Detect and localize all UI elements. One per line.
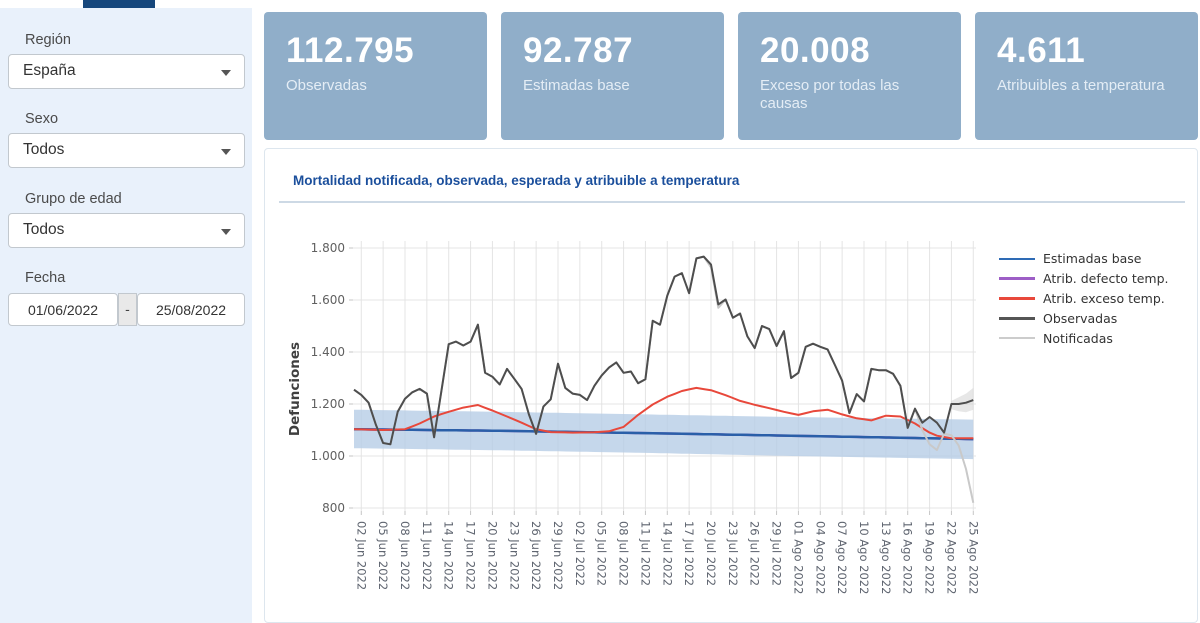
legend-line-swatch xyxy=(999,336,1035,340)
region-select-value: España xyxy=(23,62,76,79)
legend-label: Estimadas base xyxy=(1043,251,1142,267)
legend-line-swatch xyxy=(999,277,1035,280)
line-Estimadas base xyxy=(353,427,974,441)
svg-text:11 Jun 2022: 11 Jun 2022 xyxy=(420,521,434,590)
svg-text:22 Ago 2022: 22 Ago 2022 xyxy=(944,521,958,594)
legend-item-observadas[interactable]: Observadas xyxy=(999,308,1169,328)
svg-text:23 Jul 2022: 23 Jul 2022 xyxy=(726,521,740,586)
svg-text:02 Jul 2022: 02 Jul 2022 xyxy=(573,521,587,586)
chart-card: Mortalidad notificada, observada, espera… xyxy=(264,148,1198,623)
legend-line-swatch xyxy=(999,297,1035,300)
chevron-down-icon xyxy=(221,70,231,76)
stat-label: Atribuibles a temperatura xyxy=(997,76,1165,94)
mortality-chart[interactable]: 800 1.000 1.200 1.400 1.600 1.800 02 Jun 2022 0… xyxy=(265,149,1199,623)
legend-line-swatch xyxy=(999,257,1035,261)
legend-item-estimadas-base[interactable]: Estimadas base xyxy=(999,249,1169,269)
region-filter-label: Región xyxy=(25,32,71,48)
svg-text:19 Ago 2022: 19 Ago 2022 xyxy=(923,521,937,594)
legend-line-swatch xyxy=(999,317,1035,320)
chart-legend: Estimadas base Atrib. defecto temp. Atrib.… xyxy=(999,249,1169,348)
svg-text:05 Jul 2022: 05 Jul 2022 xyxy=(595,521,609,586)
stat-value: 112.795 xyxy=(286,31,415,70)
edad-select[interactable]: Todos xyxy=(8,213,245,248)
svg-text:14 Jul 2022: 14 Jul 2022 xyxy=(660,521,674,586)
sexo-select[interactable]: Todos xyxy=(8,133,245,168)
y-axis-title: Defunciones xyxy=(287,342,303,436)
svg-text:26 Jul 2022: 26 Jul 2022 xyxy=(748,521,762,586)
region-select[interactable]: España xyxy=(8,54,245,89)
date-to-input[interactable] xyxy=(137,293,245,326)
chevron-down-icon xyxy=(221,149,231,155)
stat-value: 92.787 xyxy=(523,31,634,70)
legend-label: Atrib. defecto temp. xyxy=(1043,271,1169,287)
svg-text:17 Jun 2022: 17 Jun 2022 xyxy=(464,521,478,590)
sidebar: Región España Sexo Todos Grupo de edad T… xyxy=(0,8,252,623)
stat-card-temperatura: 4.611 Atribuibles a temperatura xyxy=(975,12,1198,140)
svg-text:17 Jul 2022: 17 Jul 2022 xyxy=(682,521,696,586)
line-Notificadas xyxy=(353,255,975,504)
legend-item-atrib-defecto-temp-[interactable]: Atrib. defecto temp. xyxy=(999,269,1169,289)
svg-text:800: 800 xyxy=(322,501,345,515)
legend-label: Notificadas xyxy=(1043,330,1113,346)
chart-title-divider xyxy=(279,201,1185,203)
observadas-confidence-fan xyxy=(944,387,974,434)
stat-card-observadas: 112.795 Observadas xyxy=(264,12,487,140)
stat-card-estimadas: 92.787 Estimadas base xyxy=(501,12,724,140)
stat-card-exceso: 20.008 Exceso por todas las causas xyxy=(738,12,961,140)
svg-text:13 Ago 2022: 13 Ago 2022 xyxy=(879,521,893,594)
date-from-input[interactable] xyxy=(8,293,118,326)
svg-text:1.600: 1.600 xyxy=(311,293,345,307)
svg-text:25 Ago 2022: 25 Ago 2022 xyxy=(966,521,980,594)
svg-text:20 Jul 2022: 20 Jul 2022 xyxy=(704,521,718,586)
stat-label: Observadas xyxy=(286,76,367,94)
svg-text:05 Jun 2022: 05 Jun 2022 xyxy=(376,521,390,590)
svg-text:20 Jun 2022: 20 Jun 2022 xyxy=(485,521,499,590)
legend-item-atrib-exceso-temp-[interactable]: Atrib. exceso temp. xyxy=(999,289,1169,309)
line-Atrib. exceso temp. xyxy=(353,386,974,440)
stat-value: 20.008 xyxy=(760,31,871,70)
chart-title: Mortalidad notificada, observada, espera… xyxy=(293,173,740,188)
svg-text:1.200: 1.200 xyxy=(311,397,345,411)
edad-filter-label: Grupo de edad xyxy=(25,191,122,207)
chevron-down-icon xyxy=(221,229,231,235)
stat-value: 4.611 xyxy=(997,31,1086,70)
svg-text:1.000: 1.000 xyxy=(311,449,345,463)
legend-label: Atrib. exceso temp. xyxy=(1043,290,1165,306)
date-range-separator: - xyxy=(118,293,137,326)
svg-text:08 Jun 2022: 08 Jun 2022 xyxy=(398,521,412,590)
stat-label: Exceso por todas las causas xyxy=(760,76,900,113)
svg-text:11 Jul 2022: 11 Jul 2022 xyxy=(638,521,652,586)
svg-text:02 Jun 2022: 02 Jun 2022 xyxy=(354,521,368,590)
svg-text:04 Ago 2022: 04 Ago 2022 xyxy=(813,521,827,594)
legend-item-notificadas[interactable]: Notificadas xyxy=(999,328,1169,348)
sexo-filter-label: Sexo xyxy=(25,111,59,127)
svg-text:10 Ago 2022: 10 Ago 2022 xyxy=(857,521,871,594)
svg-text:07 Ago 2022: 07 Ago 2022 xyxy=(835,521,849,594)
svg-text:29 Jul 2022: 29 Jul 2022 xyxy=(770,521,784,586)
fecha-filter-label: Fecha xyxy=(25,270,66,286)
stat-label: Estimadas base xyxy=(523,76,630,94)
svg-text:23 Jun 2022: 23 Jun 2022 xyxy=(507,521,521,590)
svg-text:29 Jun 2022: 29 Jun 2022 xyxy=(551,521,565,590)
sexo-select-value: Todos xyxy=(23,141,65,158)
legend-label: Observadas xyxy=(1043,310,1118,326)
edad-select-value: Todos xyxy=(23,221,65,238)
svg-text:1.800: 1.800 xyxy=(311,241,345,255)
svg-text:26 Jun 2022: 26 Jun 2022 xyxy=(529,521,543,590)
svg-text:08 Jul 2022: 08 Jul 2022 xyxy=(617,521,631,586)
stat-cards: 112.795 Observadas 92.787 Estimadas base… xyxy=(264,12,1198,140)
line-Observadas xyxy=(353,255,974,446)
date-range-group: - xyxy=(8,293,245,326)
active-tab-indicator[interactable] xyxy=(83,0,155,8)
svg-text:01 Ago 2022: 01 Ago 2022 xyxy=(791,521,805,594)
svg-text:16 Ago 2022: 16 Ago 2022 xyxy=(901,521,915,594)
svg-text:14 Jun 2022: 14 Jun 2022 xyxy=(442,521,456,590)
svg-text:1.400: 1.400 xyxy=(311,345,345,359)
